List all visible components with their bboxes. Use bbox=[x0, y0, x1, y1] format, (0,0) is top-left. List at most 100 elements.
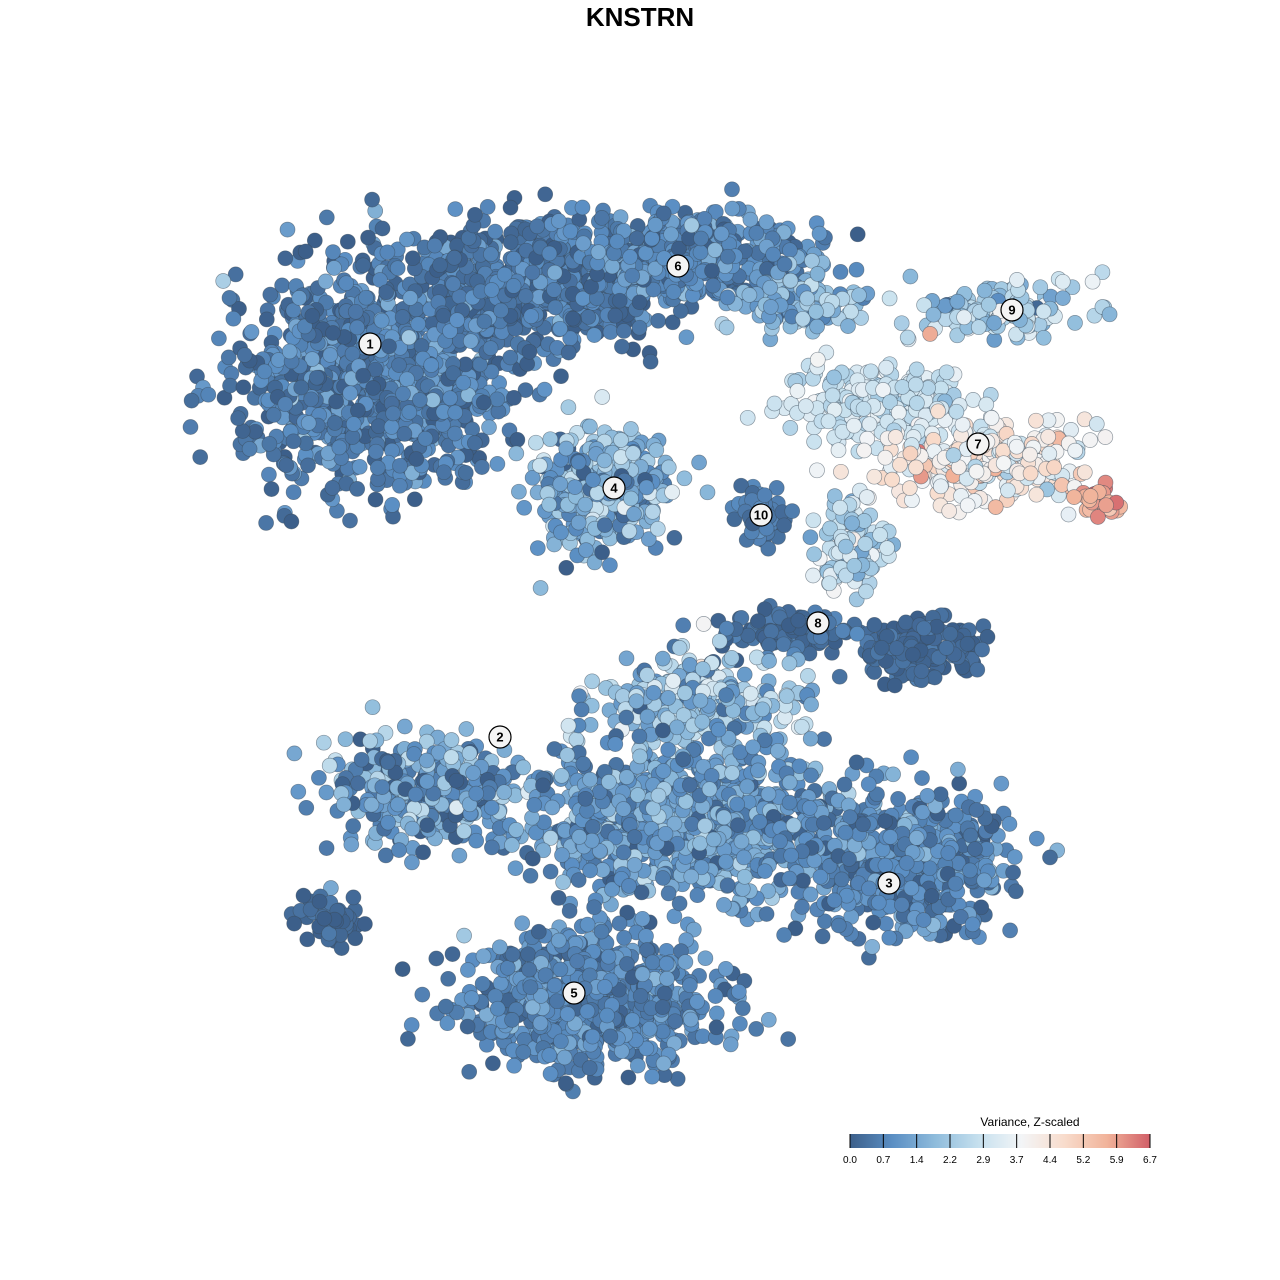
cell-point bbox=[1000, 482, 1016, 499]
cell-point bbox=[808, 303, 824, 320]
cell-point bbox=[349, 481, 366, 497]
cell-point bbox=[932, 478, 949, 495]
cell-point bbox=[475, 394, 492, 411]
cell-point bbox=[778, 688, 795, 705]
cell-point bbox=[904, 646, 921, 663]
cell-point bbox=[474, 459, 490, 475]
cell-point bbox=[1008, 438, 1025, 455]
cell-point bbox=[417, 430, 434, 447]
cell-point bbox=[306, 232, 323, 249]
cell-point bbox=[407, 786, 424, 803]
cell-point bbox=[602, 324, 619, 340]
cell-point bbox=[821, 575, 838, 592]
cell-point bbox=[741, 287, 758, 303]
cell-point bbox=[846, 417, 862, 434]
cell-point bbox=[462, 333, 479, 349]
cell-point bbox=[541, 496, 558, 513]
cell-point bbox=[349, 319, 366, 336]
cell-point bbox=[844, 515, 860, 532]
cell-point bbox=[278, 457, 295, 474]
cell-point bbox=[215, 273, 232, 289]
cell-point bbox=[756, 487, 773, 504]
cell-point bbox=[419, 817, 436, 833]
cell-point bbox=[1022, 446, 1038, 463]
cell-point bbox=[235, 379, 252, 396]
cell-point bbox=[300, 415, 317, 431]
cell-point bbox=[343, 836, 360, 853]
cell-point bbox=[321, 757, 338, 774]
cell-point bbox=[959, 636, 976, 652]
cell-point bbox=[809, 266, 826, 282]
cell-point bbox=[483, 282, 500, 298]
cell-point bbox=[849, 226, 866, 243]
cell-point bbox=[649, 520, 666, 537]
cell-point bbox=[832, 264, 849, 280]
cell-point bbox=[1040, 428, 1057, 445]
cell-point bbox=[856, 442, 872, 459]
cell-point bbox=[502, 234, 519, 251]
cell-point bbox=[211, 330, 227, 347]
cell-point bbox=[723, 650, 740, 666]
cell-point bbox=[315, 734, 332, 751]
cell-point bbox=[916, 620, 932, 637]
cell-point bbox=[506, 389, 522, 406]
cell-point bbox=[546, 282, 562, 298]
cell-point bbox=[855, 400, 872, 417]
cell-point bbox=[851, 287, 867, 304]
cell-point bbox=[691, 454, 707, 471]
cell-point bbox=[350, 775, 366, 792]
cell-point bbox=[553, 368, 569, 385]
cell-point bbox=[502, 199, 519, 216]
cell-point bbox=[481, 419, 497, 436]
cell-point bbox=[318, 840, 335, 856]
cell-point bbox=[849, 625, 866, 642]
cell-point bbox=[804, 252, 820, 269]
cell-point bbox=[664, 484, 680, 501]
cell-point bbox=[286, 915, 303, 932]
cell-point bbox=[761, 653, 777, 669]
cell-point bbox=[908, 361, 925, 378]
cell-point bbox=[447, 201, 464, 217]
cell-point bbox=[628, 693, 645, 710]
cell-point bbox=[367, 491, 384, 508]
cell-point bbox=[776, 517, 792, 534]
cell-point bbox=[577, 496, 594, 513]
cell-point bbox=[809, 351, 826, 368]
cell-point bbox=[517, 382, 534, 398]
cell-point bbox=[391, 842, 407, 858]
cell-point bbox=[621, 523, 638, 540]
cell-point bbox=[794, 310, 811, 327]
cell-point bbox=[505, 250, 522, 267]
cell-point bbox=[532, 580, 549, 596]
cell-point bbox=[183, 392, 200, 409]
cell-point bbox=[1009, 272, 1025, 288]
cell-point bbox=[318, 784, 335, 801]
cell-point bbox=[965, 392, 981, 408]
cell-point bbox=[629, 230, 645, 247]
cell-point bbox=[391, 477, 408, 494]
cell-point bbox=[357, 916, 373, 932]
cell-point bbox=[339, 233, 356, 250]
cell-point bbox=[443, 749, 460, 765]
cell-point bbox=[374, 779, 391, 795]
cell-point bbox=[182, 419, 199, 435]
cell-point bbox=[750, 613, 767, 629]
cell-point bbox=[295, 887, 312, 904]
cell-point bbox=[762, 299, 779, 315]
cell-point bbox=[523, 308, 540, 325]
cell-point bbox=[614, 338, 630, 355]
cell-point bbox=[391, 357, 407, 373]
cell-point bbox=[311, 769, 327, 786]
cell-point bbox=[1028, 412, 1044, 429]
cell-point bbox=[395, 385, 411, 402]
cell-point bbox=[571, 688, 587, 704]
cell-point bbox=[938, 364, 955, 381]
cell-point bbox=[663, 226, 679, 243]
cell-point bbox=[432, 257, 448, 273]
cell-point bbox=[604, 258, 621, 275]
cell-point bbox=[902, 445, 919, 462]
cell-point bbox=[626, 506, 642, 522]
cell-point bbox=[784, 503, 801, 519]
cell-point bbox=[263, 481, 280, 497]
cell-point bbox=[328, 393, 344, 410]
